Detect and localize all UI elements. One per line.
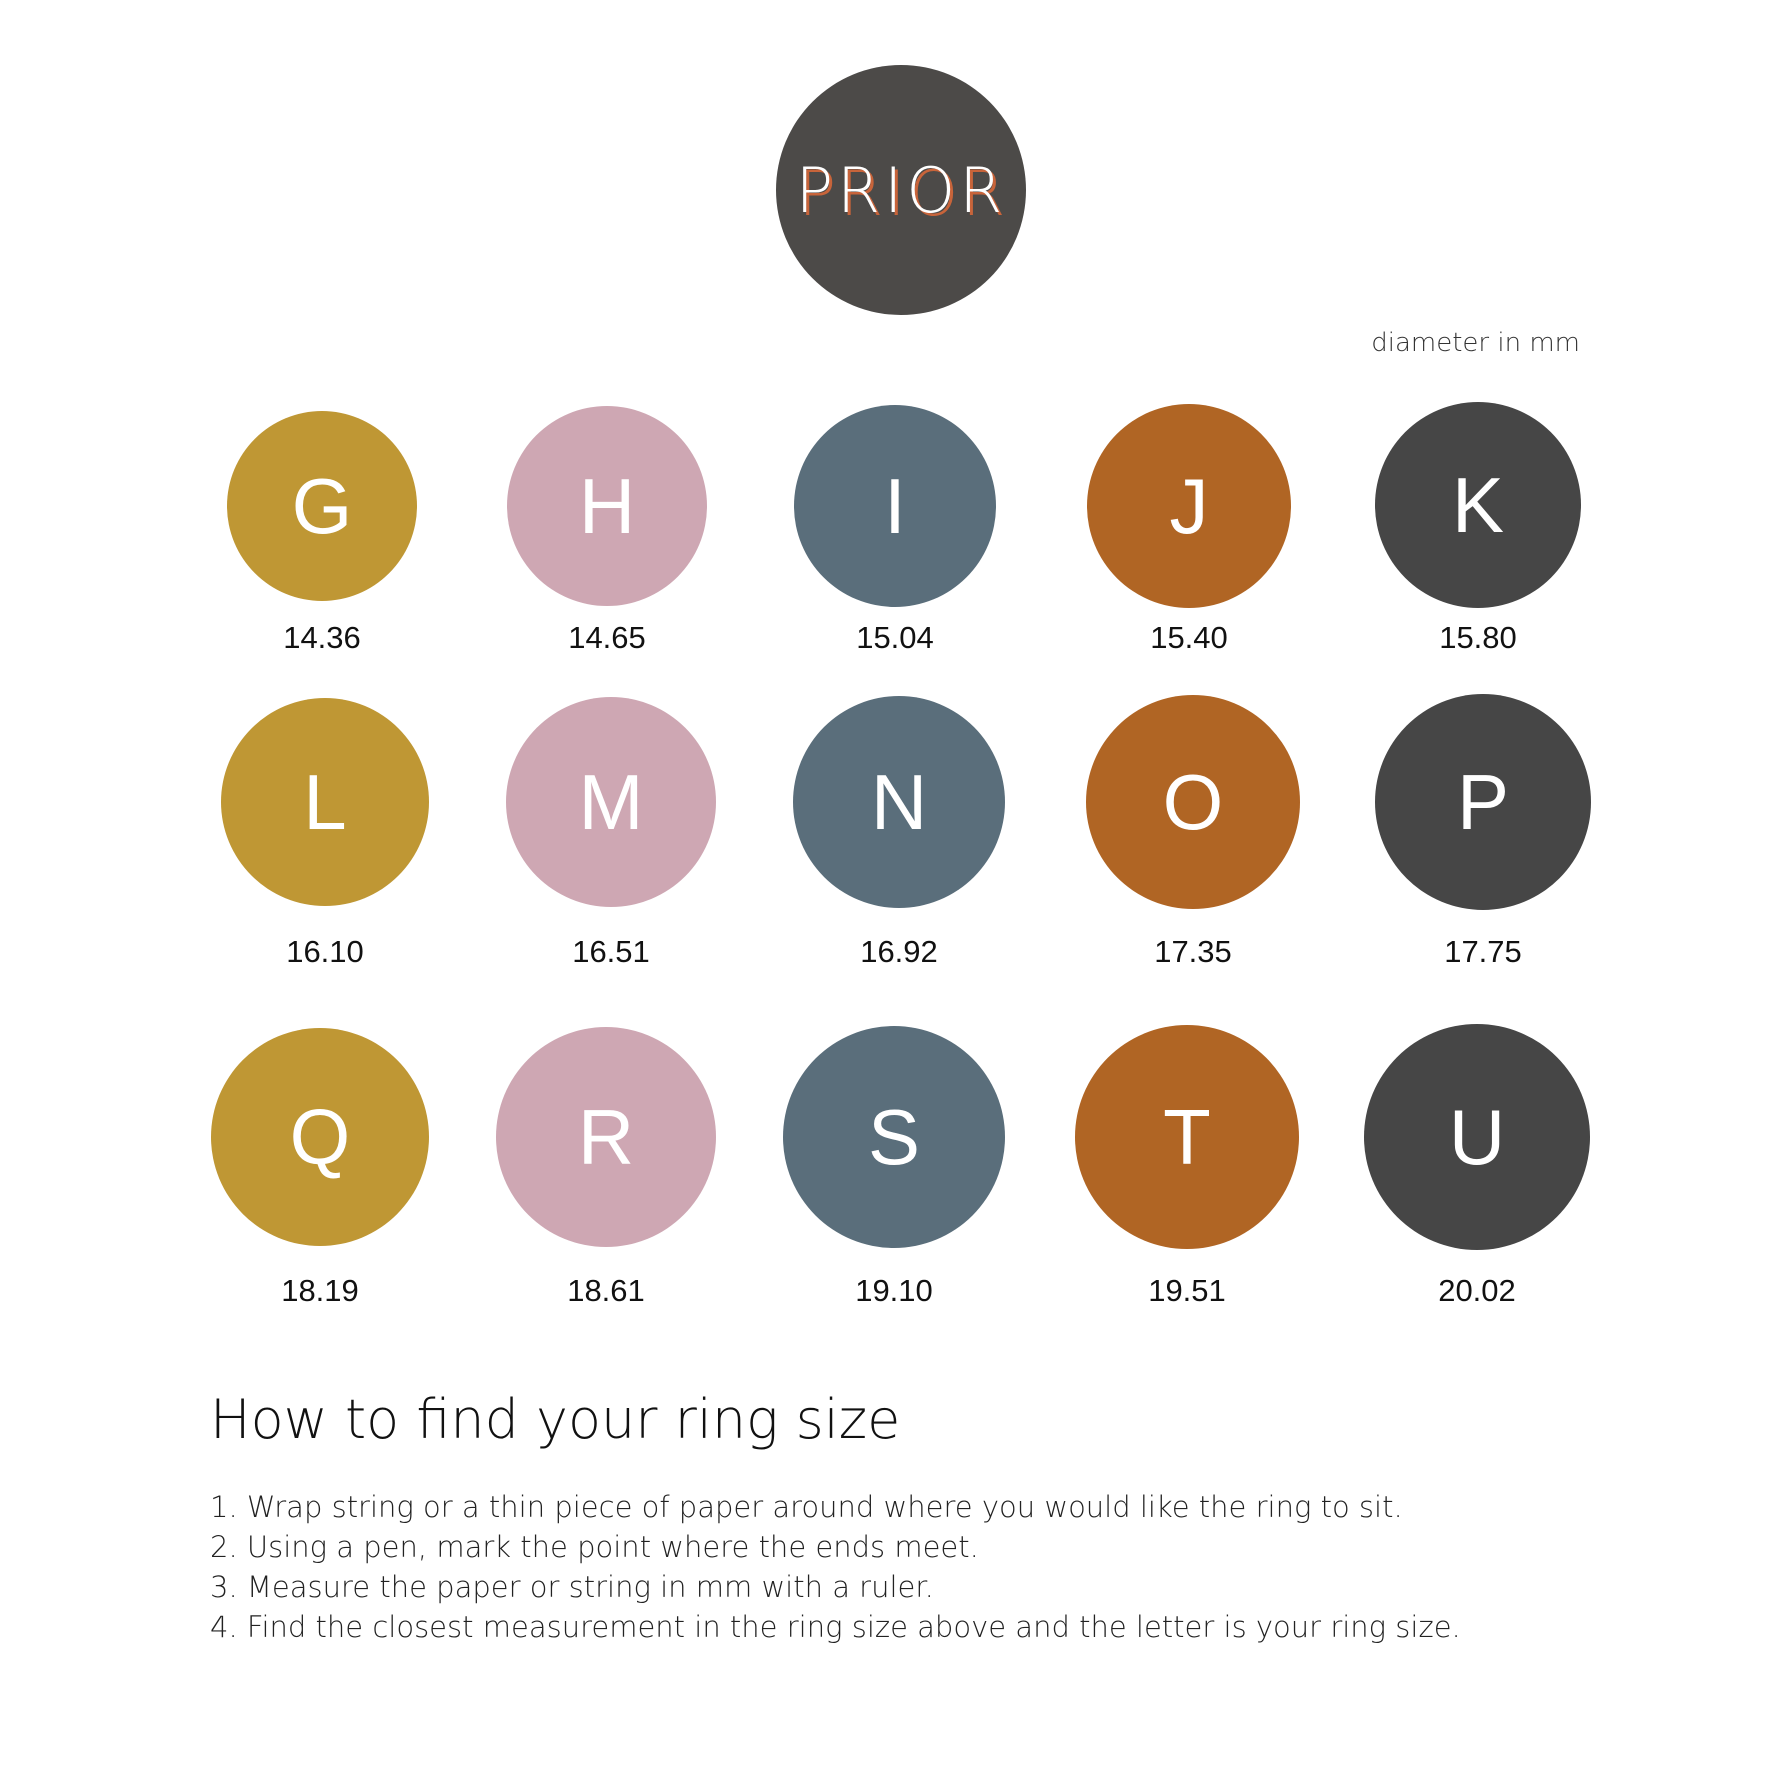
ring-size-circle-l: L — [221, 698, 429, 906]
ring-size-diameter: 16.10 — [286, 934, 364, 969]
ring-size-letter: K — [1451, 460, 1505, 549]
ring-size-circle-i: I — [794, 405, 996, 607]
instruction-step: 3. Measure the paper or string in mm wit… — [210, 1570, 934, 1604]
ring-size-diameter: 14.36 — [283, 620, 361, 655]
ring-size-circle-m: M — [506, 697, 716, 907]
ring-size-circle-n: N — [793, 696, 1005, 908]
ring-size-diameter: 14.65 — [568, 620, 646, 655]
ring-size-letter: U — [1448, 1092, 1506, 1181]
ring-size-letter: J — [1169, 461, 1209, 550]
ring-size-diameter: 20.02 — [1438, 1273, 1516, 1308]
ring-size-diameter: 15.04 — [856, 620, 934, 655]
instructions-heading: How to find your ring size — [210, 1388, 901, 1451]
ring-size-circle-j: J — [1087, 404, 1291, 608]
ring-size-circle-s: S — [783, 1026, 1005, 1248]
ring-size-letter: M — [578, 757, 644, 846]
logo-text: PRIOR — [795, 153, 1007, 227]
ring-size-letter: I — [884, 461, 906, 550]
prior-logo: PRIOR — [776, 65, 1026, 315]
ring-size-diameter: 19.10 — [855, 1273, 933, 1308]
ring-size-letter: H — [578, 461, 636, 550]
ring-size-circle-o: O — [1086, 695, 1300, 909]
ring-size-letter: L — [303, 757, 347, 846]
instruction-step: 4. Find the closest measurement in the r… — [210, 1610, 1461, 1644]
ring-size-letter: T — [1163, 1092, 1211, 1181]
ring-size-diameter: 15.80 — [1439, 620, 1517, 655]
ring-size-circle-g: G — [227, 411, 417, 601]
instructions-list: 1. Wrap string or a thin piece of paper … — [210, 1487, 1461, 1647]
ring-size-diameter: 16.51 — [572, 934, 650, 969]
ring-size-circle-q: Q — [211, 1028, 429, 1246]
ring-size-diameter: 15.40 — [1150, 620, 1228, 655]
ring-size-circle-u: U — [1364, 1024, 1590, 1250]
ring-size-letter: S — [867, 1092, 921, 1181]
ring-size-diameter: 17.35 — [1154, 934, 1232, 969]
instruction-step: 1. Wrap string or a thin piece of paper … — [210, 1490, 1403, 1524]
ring-size-circle-k: K — [1375, 402, 1581, 608]
ring-size-diameter: 19.51 — [1148, 1273, 1226, 1308]
ring-size-circle-r: R — [496, 1027, 716, 1247]
ring-size-letter: P — [1456, 757, 1510, 846]
instruction-step: 2. Using a pen, mark the point where the… — [210, 1530, 979, 1564]
ring-size-diameter: 18.19 — [281, 1273, 359, 1308]
unit-label: diameter in mm — [1371, 328, 1580, 358]
ring-size-circle-h: H — [507, 406, 707, 606]
ring-size-letter: O — [1162, 757, 1224, 846]
ring-size-letter: N — [870, 757, 928, 846]
ring-size-letter: Q — [289, 1092, 351, 1181]
ring-size-circle-p: P — [1375, 694, 1591, 910]
ring-size-letter: G — [291, 461, 353, 550]
ring-size-circle-t: T — [1075, 1025, 1299, 1249]
ring-size-diameter: 16.92 — [860, 934, 938, 969]
ring-size-diameter: 18.61 — [567, 1273, 645, 1308]
ring-size-diameter: 17.75 — [1444, 934, 1522, 969]
ring-size-letter: R — [577, 1092, 635, 1181]
